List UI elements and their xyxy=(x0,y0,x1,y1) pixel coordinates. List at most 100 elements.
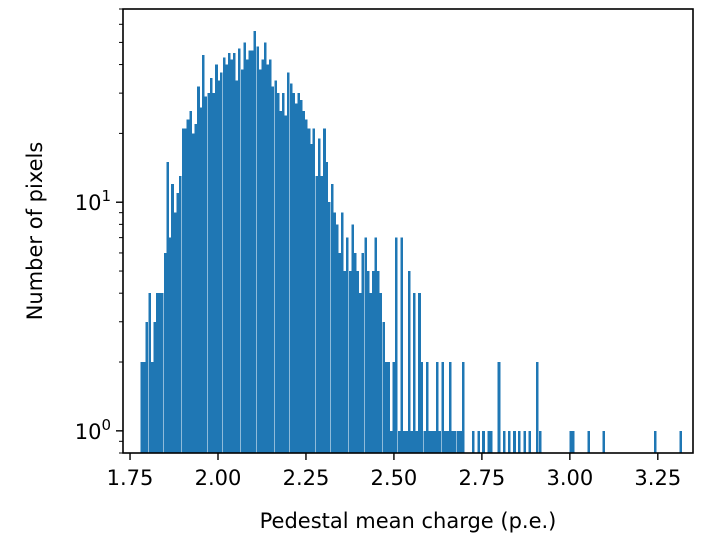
histogram-bar xyxy=(307,128,311,453)
histogram-bar xyxy=(315,176,319,454)
histogram-bar xyxy=(397,430,401,453)
histogram-bar xyxy=(503,430,506,453)
histogram-bar xyxy=(178,176,182,454)
y-tick-label: 100 xyxy=(75,416,111,444)
histogram-bar xyxy=(359,293,362,453)
histogram-bar xyxy=(174,212,177,453)
histogram-bar xyxy=(335,224,339,453)
histogram-bar xyxy=(523,430,526,453)
histogram-bar xyxy=(299,99,303,453)
histogram-bar xyxy=(207,93,211,454)
histogram-bar xyxy=(140,362,144,453)
histogram-bar xyxy=(310,143,313,453)
y-tick-label: 101 xyxy=(75,187,111,215)
histogram-bar xyxy=(209,77,213,454)
histogram-bar xyxy=(387,362,390,453)
x-tick-label: 3.25 xyxy=(634,466,681,490)
histogram-bar xyxy=(258,69,262,453)
histogram-bar xyxy=(348,271,352,453)
histogram-bar xyxy=(282,93,285,454)
histogram-bar xyxy=(410,430,414,453)
histogram-bar xyxy=(286,72,290,454)
histogram-bar xyxy=(163,252,167,453)
histogram-bar xyxy=(256,46,259,454)
histogram-bar xyxy=(148,293,151,453)
histogram-bar xyxy=(377,271,380,453)
histogram-bar xyxy=(438,430,442,453)
histogram-bar xyxy=(243,42,246,454)
histogram-bar xyxy=(227,52,231,453)
histogram-bar xyxy=(431,430,434,453)
histogram-bar xyxy=(161,293,164,453)
histogram-bar xyxy=(276,93,280,454)
histogram-bar xyxy=(197,86,200,453)
histogram-bar xyxy=(251,50,254,453)
histogram-bar xyxy=(451,430,455,453)
histogram-bar xyxy=(341,212,344,453)
histogram-bar xyxy=(382,321,385,453)
histogram-bar xyxy=(384,362,388,453)
x-axis-ticks: 1.75 2.00 2.25 2.50 2.75 3.00 3.25 xyxy=(107,453,681,490)
histogram-bar xyxy=(449,362,452,453)
histogram-bar xyxy=(346,237,349,453)
histogram-bar xyxy=(294,103,298,453)
histogram-bar xyxy=(356,271,360,453)
histogram-bar xyxy=(423,430,427,453)
histogram-bar xyxy=(402,430,406,453)
histogram-bar xyxy=(312,128,316,453)
x-tick-label: 2.75 xyxy=(459,466,506,490)
histogram-bar xyxy=(446,430,449,453)
histogram-bar xyxy=(194,123,197,453)
histogram-bar xyxy=(369,293,372,453)
histogram-bars xyxy=(140,31,683,454)
histogram-bar xyxy=(235,80,239,454)
histogram-bar xyxy=(217,80,221,454)
histogram-bar xyxy=(156,293,159,453)
x-tick-label: 2.25 xyxy=(283,466,330,490)
histogram-bar xyxy=(181,128,185,453)
plot-frame xyxy=(122,8,694,454)
histogram-bar xyxy=(220,72,223,454)
histogram-bar xyxy=(433,430,437,453)
histogram-bar xyxy=(456,430,460,453)
histogram-bar xyxy=(364,237,367,453)
histogram-bar xyxy=(420,362,424,453)
histogram-bar xyxy=(202,55,205,453)
histogram-bar xyxy=(230,59,234,453)
histogram-bar xyxy=(320,176,323,454)
histogram-bar xyxy=(328,202,331,453)
histogram-bar xyxy=(571,430,575,453)
histogram-bar xyxy=(153,321,156,453)
histogram-bar xyxy=(184,128,187,453)
histogram-bar xyxy=(415,430,419,453)
histogram-bar xyxy=(536,362,539,453)
histogram-bar xyxy=(212,93,215,454)
histogram-bar xyxy=(292,93,295,454)
histogram-bar xyxy=(279,111,282,453)
histogram-bar xyxy=(261,59,264,453)
histogram-bar xyxy=(248,50,252,453)
histogram-bar xyxy=(325,161,329,453)
histogram-bar xyxy=(394,237,398,453)
histogram-bar xyxy=(158,293,162,453)
histogram-bar xyxy=(271,86,275,453)
histogram-bar xyxy=(587,430,591,453)
histogram-bar xyxy=(215,64,218,454)
histogram-bar xyxy=(428,430,431,453)
histogram-bar xyxy=(366,271,370,453)
histogram-bar xyxy=(353,252,357,453)
histogram-bar xyxy=(351,224,354,453)
x-axis-label: Pedestal mean charge (p.e.) xyxy=(260,509,557,533)
histogram-bar xyxy=(412,293,416,453)
histogram-bar xyxy=(528,430,531,453)
histogram-bar xyxy=(143,362,146,453)
histogram-bar xyxy=(374,237,378,453)
histogram-bar xyxy=(189,111,193,453)
histogram-bar xyxy=(400,237,403,453)
y-axis-label: Number of pixels xyxy=(23,142,47,321)
histogram-bar xyxy=(602,430,606,453)
histogram-bar xyxy=(392,362,396,453)
histogram-bar xyxy=(264,42,267,454)
histogram-bar xyxy=(238,48,241,453)
